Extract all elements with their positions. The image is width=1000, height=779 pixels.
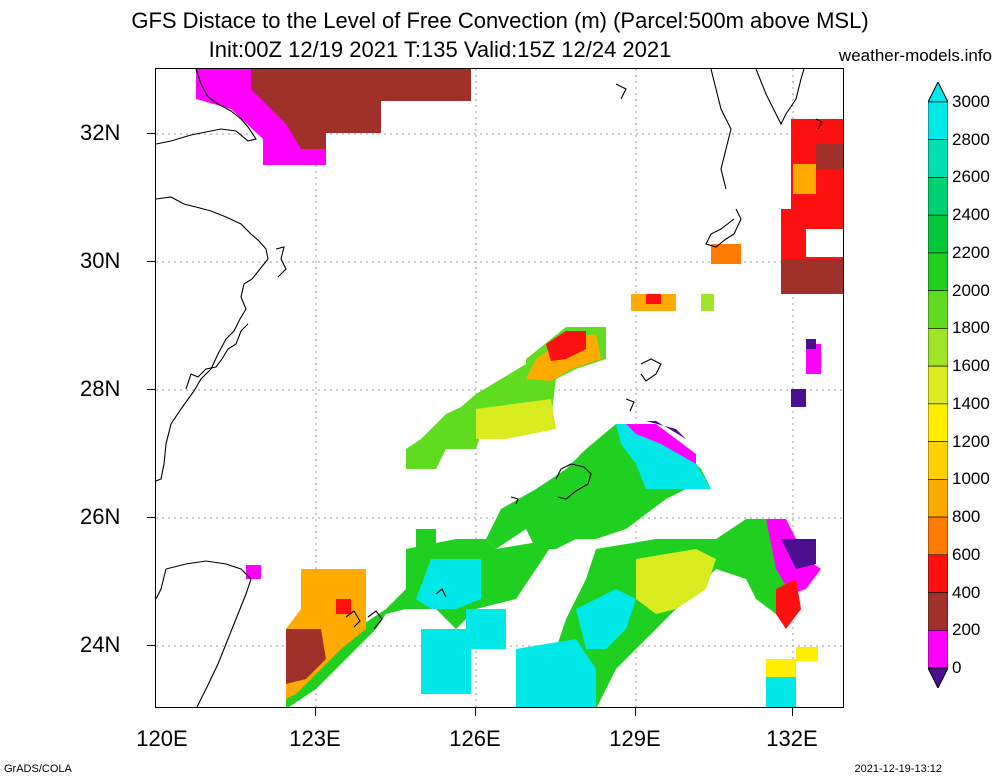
lon-label-120e: 120E bbox=[136, 726, 188, 751]
chart-subtitle: Init:00Z 12/19 2021 T:135 Valid:15Z 12/2… bbox=[208, 37, 672, 62]
colorbar-cell bbox=[928, 516, 948, 556]
colorbar-cell bbox=[928, 214, 948, 254]
colorbar-label: 2400 bbox=[952, 205, 990, 225]
colorbar-label: 2200 bbox=[952, 242, 990, 262]
lat-label-24n: 24N bbox=[80, 632, 121, 657]
colorbar-label: 800 bbox=[952, 507, 981, 527]
colorbar-label: 1000 bbox=[952, 469, 990, 489]
lon-label-126e: 126E bbox=[449, 726, 501, 751]
footer-right: 2021-12-19-13:12 bbox=[854, 763, 942, 775]
colorbar-label: 200 bbox=[952, 620, 981, 640]
colorbar-label: 600 bbox=[952, 544, 981, 564]
colorbar-cell bbox=[928, 177, 948, 216]
lat-tick bbox=[147, 133, 155, 134]
coastlines bbox=[156, 69, 823, 707]
colorbar-cell bbox=[928, 365, 948, 405]
site-name: weather-models.info bbox=[838, 46, 992, 65]
colorbar-cell bbox=[928, 101, 948, 141]
chart-title: GFS Distace to the Level of Free Convect… bbox=[131, 8, 869, 33]
colorbar-cells bbox=[928, 101, 948, 669]
lon-label-132e: 132E bbox=[766, 726, 818, 751]
colorbar-label: 2000 bbox=[952, 280, 990, 300]
colorbar-cell bbox=[928, 403, 948, 442]
colorbar-cell bbox=[928, 554, 948, 593]
colorbar-label: 1800 bbox=[952, 318, 990, 338]
colorbar-label: 3000 bbox=[952, 92, 990, 111]
lon-tick bbox=[635, 708, 636, 716]
colorbar bbox=[928, 82, 948, 688]
colorbar-label: 2800 bbox=[952, 129, 990, 149]
colorbar-label: 1600 bbox=[952, 356, 990, 376]
footer-left: GrADS/COLA bbox=[4, 763, 72, 775]
lat-label-32n: 32N bbox=[80, 120, 121, 145]
colorbar-label: 1400 bbox=[952, 393, 990, 413]
colorbar-label: 2600 bbox=[952, 167, 990, 187]
colorbar-cell bbox=[928, 629, 948, 669]
lat-label-30n: 30N bbox=[80, 248, 121, 273]
lat-tick bbox=[147, 389, 155, 390]
lat-tick bbox=[147, 261, 155, 262]
colorbar-label: 1200 bbox=[952, 431, 990, 451]
lon-label-123e: 123E bbox=[289, 726, 341, 751]
map-frame bbox=[155, 68, 844, 708]
colorbar-cell bbox=[928, 592, 948, 631]
colorbar-label: 400 bbox=[952, 582, 981, 602]
lat-tick bbox=[147, 517, 155, 518]
lfc-shading bbox=[196, 69, 843, 707]
colorbar-cell bbox=[928, 479, 948, 518]
lat-tick bbox=[147, 645, 155, 646]
colorbar-cell bbox=[928, 290, 948, 329]
colorbar-cell bbox=[928, 441, 948, 480]
lon-tick bbox=[475, 708, 476, 716]
lon-label-129e: 129E bbox=[609, 726, 661, 751]
lat-label-26n: 26N bbox=[80, 504, 121, 529]
colorbar-label: 0 bbox=[952, 658, 962, 677]
lat-label-28n: 28N bbox=[80, 376, 121, 401]
map-canvas bbox=[156, 69, 843, 707]
lon-tick bbox=[315, 708, 316, 716]
colorbar-cell bbox=[928, 252, 948, 291]
colorbar-cell bbox=[928, 328, 948, 367]
lon-tick bbox=[792, 708, 793, 716]
colorbar-cell bbox=[928, 139, 948, 178]
